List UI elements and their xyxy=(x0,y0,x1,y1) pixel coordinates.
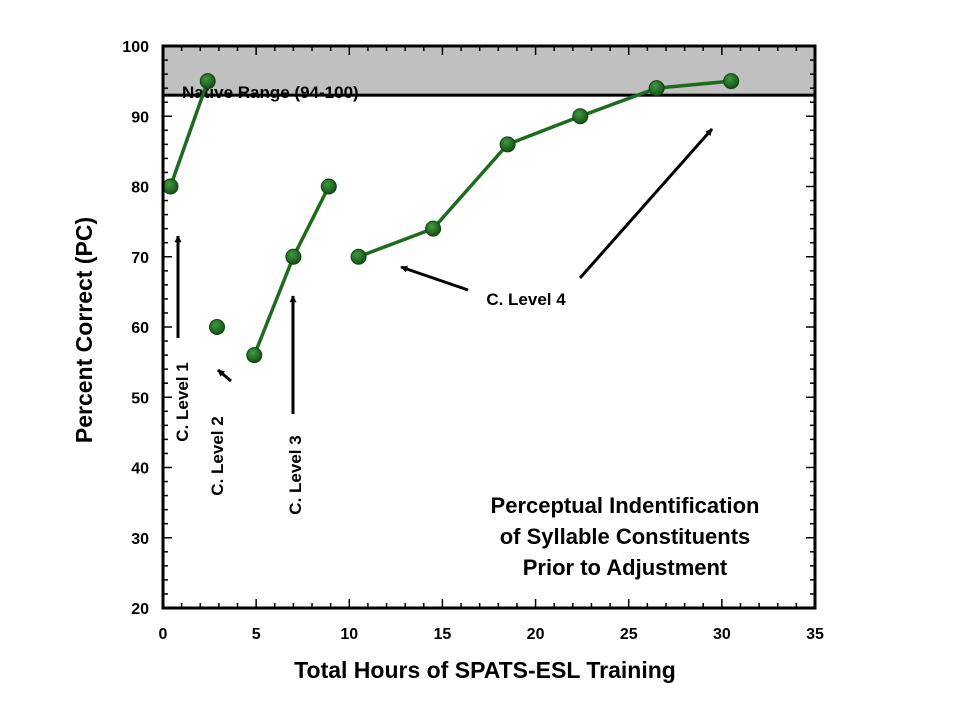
arrow-c-level-4-a xyxy=(400,265,469,292)
plot-frame xyxy=(161,44,817,610)
data-point xyxy=(246,347,263,364)
arrow-c-level-4-b xyxy=(578,128,714,279)
x-tick-labels: 0 5 10 15 20 25 30 35 xyxy=(159,626,824,643)
y-axis-title: Percent Correct (PC) xyxy=(71,217,97,443)
annotation-c-level-4: C. Level 4 xyxy=(486,290,566,309)
inset-title-line-1: Perceptual Indentification xyxy=(491,493,760,518)
annotation-c-level-1: C. Level 1 xyxy=(173,362,192,441)
y-tick-label: 50 xyxy=(131,390,149,407)
x-tick-label: 15 xyxy=(434,626,452,643)
y-tick-label: 100 xyxy=(122,39,149,56)
y-tick-label: 90 xyxy=(131,109,149,126)
y-tick-labels: 20 30 40 50 60 70 80 90 100 xyxy=(122,39,149,618)
x-axis-title: Total Hours of SPATS-ESL Training xyxy=(294,657,676,683)
x-tick-label: 25 xyxy=(620,626,638,643)
y-tick-label: 70 xyxy=(131,250,149,267)
data-point xyxy=(648,80,665,97)
data-markers xyxy=(162,73,740,364)
x-tick-label: 30 xyxy=(713,626,731,643)
data-point xyxy=(572,108,589,125)
data-point xyxy=(499,136,516,153)
data-point xyxy=(199,73,216,90)
annotation-c-level-3: C. Level 3 xyxy=(286,435,305,514)
data-point xyxy=(285,248,302,265)
data-point xyxy=(209,319,226,335)
data-series xyxy=(168,79,732,356)
x-tick-label: 5 xyxy=(252,626,261,643)
inset-title-line-2: of Syllable Constituents xyxy=(500,524,751,549)
series-line-4 xyxy=(357,79,732,259)
annotation-c-level-2: C. Level 2 xyxy=(208,416,227,495)
x-tick-label: 35 xyxy=(806,626,824,643)
y-tick-label: 20 xyxy=(131,601,149,618)
data-point xyxy=(350,248,367,265)
inset-title-line-3: Prior to Adjustment xyxy=(523,555,728,580)
arrow-c-level-2 xyxy=(217,368,232,383)
data-point xyxy=(425,220,442,237)
y-tick-label: 40 xyxy=(131,461,149,478)
data-point xyxy=(723,73,740,90)
annotation-arrows xyxy=(174,128,714,414)
x-tick-label: 10 xyxy=(340,626,358,643)
data-point xyxy=(162,178,179,195)
x-tick-label: 20 xyxy=(527,626,545,643)
native-range-label: Native Range (94-100) xyxy=(182,83,359,102)
y-tick-label: 60 xyxy=(131,320,149,337)
y-tick-label: 30 xyxy=(131,531,149,548)
data-point xyxy=(320,178,337,195)
x-tick-label: 0 xyxy=(159,626,168,643)
y-tick-label: 80 xyxy=(131,180,149,197)
series-line-1 xyxy=(168,80,210,188)
